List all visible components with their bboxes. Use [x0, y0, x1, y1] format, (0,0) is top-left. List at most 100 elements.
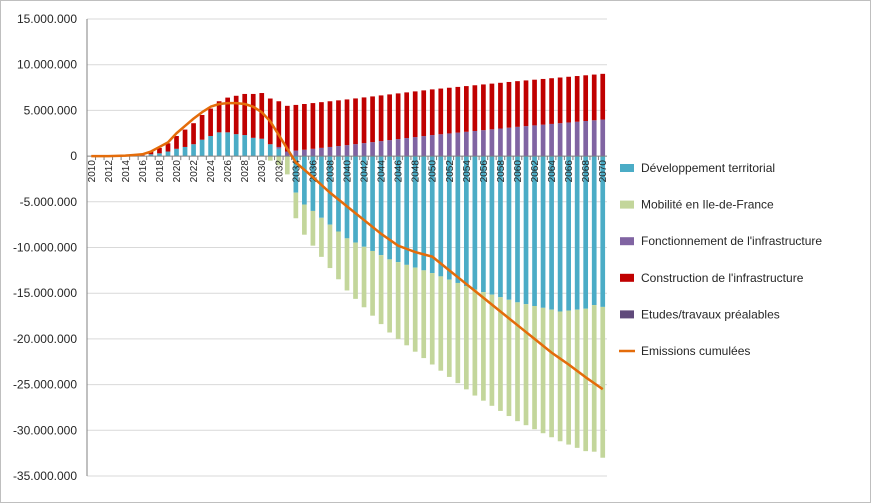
legend-label-mobilit-en-ile-de-france: Mobilité en Ile-de-France	[641, 198, 774, 212]
bar-fonctionnement-de-l-infrastructure-2047	[404, 138, 410, 157]
x-tick-label: 2048	[411, 160, 422, 183]
x-tick-label: 2050	[428, 160, 439, 183]
bar-construction-de-l-infrastructure-2060	[515, 81, 520, 127]
y-tick-label: 0	[70, 149, 77, 163]
bar-construction-de-l-infrastructure-2058	[498, 82, 503, 129]
bar-construction-de-l-infrastructure-2018	[157, 147, 162, 154]
x-tick-label: 2070	[598, 160, 609, 183]
bar-construction-de-l-infrastructure-2032	[276, 101, 282, 147]
bar-d-veloppement-territorial-2041	[353, 156, 358, 243]
bar-mobilit-en-ile-de-france-2034	[293, 192, 299, 219]
bar-fonctionnement-de-l-infrastructure-2053	[455, 132, 461, 157]
bar-d-veloppement-territorial-2043	[370, 156, 375, 251]
legend-label-fonctionnement-de-l-infrastructure: Fonctionnement de l'infrastructure	[641, 234, 822, 248]
bar-fonctionnement-de-l-infrastructure-2051	[438, 134, 444, 157]
x-tick-label: 2018	[155, 160, 166, 183]
bar-construction-de-l-infrastructure-2026	[225, 97, 230, 133]
bar-construction-de-l-infrastructure-2047	[404, 92, 410, 139]
bar-construction-de-l-infrastructure-2033	[284, 105, 290, 152]
bar-fonctionnement-de-l-infrastructure-2038	[327, 146, 333, 157]
bar-mobilit-en-ile-de-france-2045	[387, 259, 392, 333]
bar-construction-de-l-infrastructure-2043	[370, 96, 375, 143]
x-tick-label: 2046	[394, 160, 405, 183]
bar-d-veloppement-territorial-2025	[216, 132, 222, 157]
y-tick-labels: 15.000.000 10.000.000 5.000.000 0 -5.000.000…	[13, 12, 77, 483]
bar-fonctionnement-de-l-infrastructure-2039	[336, 146, 341, 157]
bar-fonctionnement-de-l-infrastructure-2056	[481, 130, 486, 157]
bar-d-veloppement-territorial-2049	[421, 156, 427, 271]
bar-construction-de-l-infrastructure-2023	[199, 114, 205, 140]
bar-mobilit-en-ile-de-france-2032	[276, 156, 282, 166]
bar-fonctionnement-de-l-infrastructure-2062	[532, 125, 537, 157]
y-tick-label: -10.000.000	[13, 241, 77, 255]
bar-construction-de-l-infrastructure-2050	[429, 89, 435, 136]
bar-mobilit-en-ile-de-france-2047	[404, 264, 410, 346]
bar-construction-de-l-infrastructure-2051	[438, 88, 444, 135]
bar-marks	[140, 73, 606, 458]
bar-d-veloppement-territorial-2040	[344, 156, 350, 239]
x-tick-label: 2026	[223, 160, 234, 183]
bar-d-veloppement-territorial-2055	[472, 156, 478, 290]
bar-d-veloppement-territorial-2063	[540, 156, 546, 308]
bar-fonctionnement-de-l-infrastructure-2033	[284, 151, 290, 157]
bar-mobilit-en-ile-de-france-2049	[421, 270, 427, 359]
bar-construction-de-l-infrastructure-2068	[583, 75, 589, 121]
line-marks	[91, 101, 604, 391]
bar-fonctionnement-de-l-infrastructure-2046	[395, 139, 401, 157]
bar-d-veloppement-territorial-2019	[165, 151, 171, 157]
bar-fonctionnement-de-l-infrastructure-2048	[412, 137, 418, 157]
bar-mobilit-en-ile-de-france-2059	[506, 299, 512, 417]
legend-label-emissions-cumul-es: Emissions cumulées	[641, 344, 750, 358]
bar-mobilit-en-ile-de-france-2064	[549, 309, 554, 438]
bar-construction-de-l-infrastructure-2046	[395, 93, 401, 140]
x-tick-label: 2062	[530, 160, 541, 183]
y-tick-label: -30.000.000	[13, 423, 77, 437]
bar-d-veloppement-territorial-2062	[532, 156, 537, 306]
bar-construction-de-l-infrastructure-2054	[464, 86, 469, 132]
bar-mobilit-en-ile-de-france-2066	[566, 310, 571, 445]
bar-construction-de-l-infrastructure-2041	[353, 98, 358, 145]
bar-fonctionnement-de-l-infrastructure-2036	[310, 148, 316, 157]
bar-mobilit-en-ile-de-france-2035	[302, 204, 307, 235]
bar-d-veloppement-territorial-2028	[242, 135, 248, 157]
bar-d-veloppement-territorial-2030	[259, 138, 265, 157]
bar-fonctionnement-de-l-infrastructure-2063	[540, 124, 546, 157]
bar-construction-de-l-infrastructure-2042	[361, 97, 367, 144]
bar-construction-de-l-infrastructure-2067	[574, 76, 580, 122]
bar-d-veloppement-territorial-2022	[191, 144, 196, 157]
legend-swatch-fonctionnement-de-l-infrastructure	[620, 237, 634, 246]
x-tick-label: 2040	[343, 160, 354, 183]
bar-d-veloppement-territorial-2042	[361, 156, 367, 247]
bar-fonctionnement-de-l-infrastructure-2069	[591, 120, 597, 157]
bar-mobilit-en-ile-de-france-2053	[455, 282, 461, 384]
bar-construction-de-l-infrastructure-2055	[472, 85, 478, 131]
legend-swatch-construction-de-l-infrastructure	[620, 273, 634, 282]
bar-fonctionnement-de-l-infrastructure-2054	[464, 131, 469, 157]
x-tick-label: 2030	[257, 160, 268, 183]
x-tick-label: 2010	[87, 160, 98, 183]
bar-d-veloppement-territorial-2044	[378, 156, 384, 256]
bar-fonctionnement-de-l-infrastructure-2061	[523, 126, 529, 157]
x-tick-label: 2036	[308, 160, 319, 183]
bar-d-veloppement-territorial-2064	[549, 156, 554, 310]
bar-d-veloppement-territorial-2048	[412, 156, 418, 268]
bar-mobilit-en-ile-de-france-2031	[267, 156, 273, 161]
bar-d-veloppement-territorial-2070	[600, 156, 606, 307]
bar-mobilit-en-ile-de-france-2062	[532, 306, 537, 430]
bar-mobilit-en-ile-de-france-2037	[319, 217, 324, 257]
bar-d-veloppement-territorial-2032	[276, 148, 282, 157]
bar-d-veloppement-territorial-2017	[148, 154, 154, 157]
bar-fonctionnement-de-l-infrastructure-2050	[429, 135, 435, 157]
bar-fonctionnement-de-l-infrastructure-2049	[421, 136, 427, 157]
bar-construction-de-l-infrastructure-2053	[455, 86, 461, 133]
bar-fonctionnement-de-l-infrastructure-2068	[583, 121, 589, 157]
bar-d-veloppement-territorial-2024	[208, 135, 213, 157]
x-tick-label: 2058	[496, 160, 507, 183]
bar-d-veloppement-territorial-2065	[557, 156, 563, 312]
bar-d-veloppement-territorial-2038	[327, 156, 333, 225]
bar-construction-de-l-infrastructure-2038	[327, 101, 333, 147]
x-tick-label: 2020	[172, 160, 183, 183]
bar-d-veloppement-territorial-2023	[199, 139, 205, 157]
bar-construction-de-l-infrastructure-2049	[421, 90, 427, 137]
